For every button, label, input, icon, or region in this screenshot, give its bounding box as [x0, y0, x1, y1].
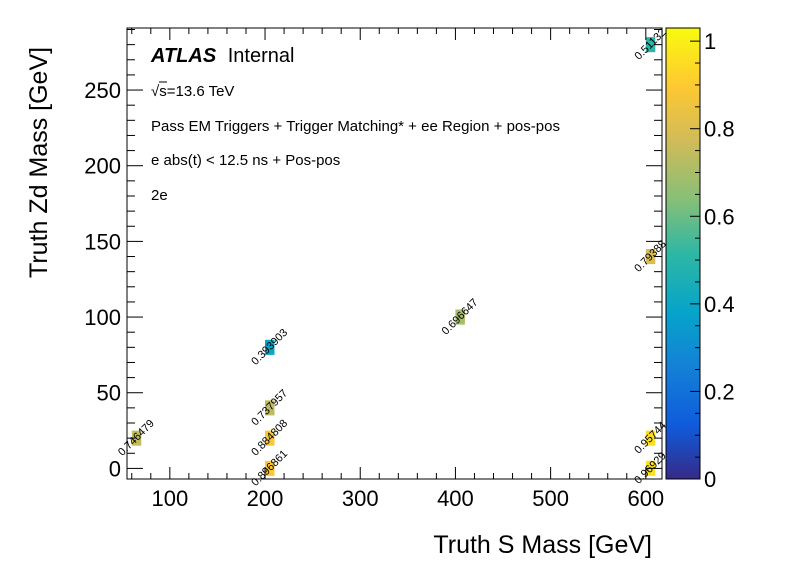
x-tick-label: 100 — [151, 486, 188, 511]
heatmap-cell — [265, 339, 275, 355]
energy-label: s=13.6 TeV — [159, 83, 234, 100]
y-tick-label: 0 — [109, 456, 121, 481]
y-axis-ticks: 0 50 100 150 200 250 — [84, 29, 662, 481]
heatmap-cell — [265, 430, 275, 446]
x-tick-label: 400 — [437, 486, 474, 511]
x-tick-label: 200 — [247, 486, 284, 511]
colorbar-tick-label: 0.8 — [704, 117, 735, 142]
x-tick-label: 300 — [342, 486, 379, 511]
colorbar-tick-label: 0 — [704, 467, 716, 492]
plot-background — [127, 28, 662, 479]
heatmap-cell — [645, 249, 656, 265]
colorbar-tick-label: 0.2 — [704, 379, 735, 404]
colorbar-frame — [665, 27, 701, 480]
x-axis-title: Truth S Mass [GeV] — [433, 531, 652, 559]
annotation-block: ATLAS Internal √s=13.6 TeV Pass EM Trigg… — [150, 45, 560, 204]
y-tick-label: 50 — [97, 381, 121, 406]
sqrt-symbol: √ — [151, 83, 160, 100]
heatmap-cell — [265, 460, 275, 476]
colorbar-tick-label: 1 — [704, 29, 716, 54]
x-tick-label: 500 — [532, 486, 569, 511]
svg-text:√s=13.6 TeV: √s=13.6 TeV — [151, 83, 234, 100]
y-tick-label: 150 — [84, 229, 121, 254]
y-axis-title: Truth Zd Mass [GeV] — [25, 47, 53, 278]
heatmap-cell — [455, 309, 465, 325]
x-axis-ticks: 100 200 300 400 500 600 — [131, 28, 664, 511]
x-tick-label: 600 — [627, 486, 664, 511]
heatmap-cell — [645, 37, 656, 53]
plot-frame — [126, 27, 663, 480]
colorbar-gradient — [666, 28, 700, 479]
selection-line-1: Pass EM Triggers + Trigger Matching* + e… — [151, 118, 560, 135]
experiment-label: ATLAS — [150, 45, 217, 67]
status-label: Internal — [228, 45, 295, 67]
colorbar-ticks: 0 0.2 0.4 0.6 0.8 1 — [690, 29, 735, 492]
selection-line-2: e abs(t) < 12.5 ns + Pos-pos — [151, 152, 340, 169]
heatmap-cell — [645, 430, 656, 446]
selection-line-3: 2e — [151, 187, 168, 204]
svg-text:ATLAS Internal: ATLAS Internal — [150, 45, 294, 67]
heatmap-cell — [131, 430, 142, 446]
heatmap-cell — [265, 400, 275, 416]
colorbar-tick-label: 0.4 — [704, 292, 735, 317]
colorbar-tick-label: 0.6 — [704, 204, 735, 229]
y-tick-label: 100 — [84, 305, 121, 330]
y-tick-label: 250 — [84, 78, 121, 103]
y-tick-label: 200 — [84, 154, 121, 179]
